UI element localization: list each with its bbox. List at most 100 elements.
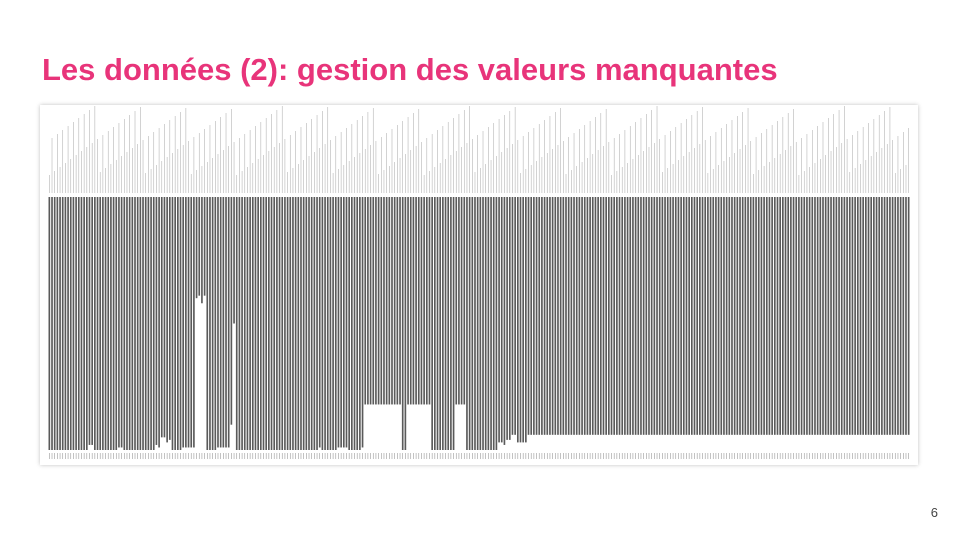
chart-bar <box>878 197 881 435</box>
chart-bar <box>645 197 648 435</box>
chart-bar <box>567 197 570 435</box>
chart-bar <box>709 197 712 435</box>
chart-bar <box>824 197 827 435</box>
chart-bar <box>369 197 372 405</box>
chart-bar <box>899 197 902 435</box>
chart-bar <box>361 197 364 448</box>
chart-bar <box>800 197 803 435</box>
chart-bar <box>626 197 629 435</box>
chart-bar <box>351 197 353 450</box>
chart-bar <box>214 197 217 450</box>
chart-bar <box>533 197 535 435</box>
chart-bar <box>779 197 781 435</box>
chart-bar <box>420 197 423 405</box>
chart-bar <box>417 197 420 405</box>
chart-bar <box>755 197 757 435</box>
chart-bar <box>720 197 723 435</box>
chart-bar <box>364 197 367 405</box>
chart-bar <box>436 197 439 450</box>
chart-bar <box>902 197 905 435</box>
chart-bar <box>765 197 768 435</box>
chart-bar <box>500 197 503 443</box>
chart-bar <box>832 197 835 435</box>
chart-bar <box>158 197 160 448</box>
chart-bar <box>848 197 851 435</box>
chart-bar <box>308 197 310 450</box>
chart-bar <box>664 197 666 435</box>
chart-bar <box>190 197 193 448</box>
chart-bar <box>262 197 265 450</box>
chart-bar <box>401 197 404 450</box>
chart-bar <box>179 197 182 450</box>
chart-bar <box>859 197 862 435</box>
chart-bar <box>168 197 171 440</box>
chart-bar <box>704 197 707 435</box>
chart-bar <box>559 197 562 435</box>
chart-bar <box>442 197 444 450</box>
chart-bar <box>458 197 460 405</box>
chart-bar <box>64 197 67 450</box>
chart-bar <box>383 197 385 405</box>
chart-bar <box>281 197 284 450</box>
chart-bar <box>806 197 808 435</box>
chart-bar <box>589 197 591 435</box>
chart-bar <box>616 197 618 435</box>
chart-bar <box>717 197 720 435</box>
chart-bar <box>302 197 305 450</box>
chart-bar <box>249 197 251 450</box>
chart-bar <box>894 197 897 435</box>
chart-bar <box>798 197 800 435</box>
chart-bar <box>61 197 64 450</box>
chart-bar <box>557 197 559 435</box>
chart-bar <box>241 197 243 450</box>
chart-bar <box>856 197 859 435</box>
chart-bar <box>150 197 152 450</box>
chart-bar <box>640 197 642 435</box>
chart-bar <box>131 197 134 450</box>
chart-bar <box>219 197 222 448</box>
chart-bar <box>225 197 227 448</box>
chart-bar <box>583 197 586 435</box>
chart-bar <box>276 197 278 450</box>
chart-bar <box>840 197 843 435</box>
chart-bar <box>757 197 760 435</box>
chart-bar <box>725 197 728 435</box>
chart-bar <box>195 197 198 299</box>
chart-bar <box>134 197 136 450</box>
chart-bar <box>123 197 126 450</box>
chart-bar <box>827 197 830 435</box>
chart-bar <box>310 197 313 450</box>
chart-bar <box>597 197 599 435</box>
chart-bar <box>259 197 262 450</box>
chart-bar <box>56 197 59 450</box>
chart-bar <box>506 197 508 440</box>
chart-bar <box>608 197 610 435</box>
chart-bar <box>482 197 484 450</box>
chart-bar <box>227 197 230 448</box>
chart-bar <box>591 197 594 435</box>
chart-bar <box>294 197 297 450</box>
chart-bar <box>273 197 276 450</box>
chart-bar <box>412 197 415 405</box>
chart-bar <box>479 197 482 450</box>
chart-bar <box>404 197 407 450</box>
chart-bar <box>182 197 185 448</box>
chart-bar <box>233 197 235 324</box>
chart-bar <box>733 197 736 435</box>
chart-bar <box>739 197 741 435</box>
chart-bar <box>254 197 257 450</box>
chart-bar <box>193 197 195 448</box>
chart-bar <box>538 197 541 435</box>
chart-bar <box>152 197 155 450</box>
chart-bar <box>69 197 72 450</box>
chart-bar <box>875 197 878 435</box>
chart-bar <box>316 197 318 450</box>
chart-bar <box>688 197 690 435</box>
missing-values-chart <box>40 105 918 465</box>
chart-bar <box>59 197 61 450</box>
chart-bar <box>466 197 468 450</box>
chart-bar <box>554 197 557 435</box>
chart-bar <box>696 197 699 435</box>
chart-bar <box>656 197 658 435</box>
chart-bar <box>677 197 680 435</box>
